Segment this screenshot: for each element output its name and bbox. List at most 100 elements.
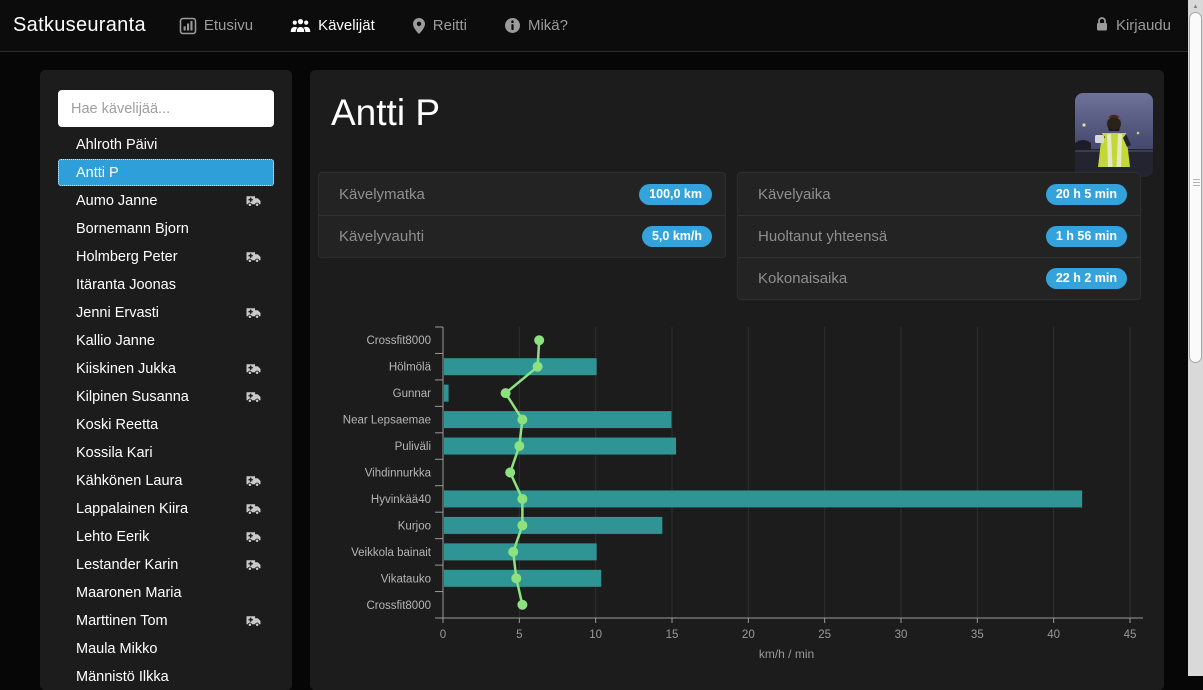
walker-sidebar: Ahlroth Päivi Antti P Aumo Janne Bornemann …: [40, 70, 292, 690]
scrollbar-grip: [1193, 177, 1200, 188]
y-category-label: Gunnar: [393, 388, 432, 400]
info-icon: [504, 17, 521, 34]
chart-bar: [444, 437, 677, 455]
x-tick-label: 10: [589, 629, 602, 641]
walker-name: Antti P: [76, 164, 119, 181]
walker-name: Itäranta Joonas: [76, 276, 176, 293]
walker-name: Lestander Karin: [76, 556, 179, 573]
walker-list-item[interactable]: Lehto Eerik: [58, 523, 274, 550]
x-tick-label: 25: [818, 629, 831, 641]
walker-list-item[interactable]: Antti P: [58, 159, 274, 186]
walker-list-item[interactable]: Jenni Ervasti: [58, 299, 274, 326]
walker-list-item[interactable]: Itäranta Joonas: [58, 271, 274, 298]
walker-list-item[interactable]: Holmberg Peter: [58, 243, 274, 270]
walker-list-item[interactable]: Lestander Karin: [58, 551, 274, 578]
nav-item-label: Etusivu: [203, 17, 254, 34]
login-button[interactable]: Kirjaudu: [1095, 16, 1171, 36]
nav-item-label: Kävelijät: [318, 17, 375, 34]
ambulance-icon: [246, 531, 261, 543]
stat-value-badge: 22 h 2 min: [1045, 268, 1127, 289]
walker-name: Kähkönen Laura: [76, 472, 183, 489]
stat-row: Kokonaisaika 22 h 2 min: [738, 257, 1140, 299]
x-tick-label: 30: [895, 629, 908, 641]
chart-line-point: [534, 335, 545, 346]
walker-list-item[interactable]: Ahlroth Päivi: [58, 131, 274, 158]
ambulance-icon: [246, 251, 261, 263]
nav-item-label: Mikä?: [527, 17, 568, 34]
y-category-label: Vihdinnurkka: [365, 468, 432, 480]
stat-value-badge: 1 h 56 min: [1045, 226, 1127, 247]
y-category-label: Vikatauko: [381, 573, 431, 585]
walker-name: Koski Reetta: [76, 416, 159, 433]
x-tick-label: 15: [666, 629, 679, 641]
x-tick-label: 5: [516, 629, 522, 641]
bar-chart-icon: [179, 17, 197, 35]
walker-name: Kilpinen Susanna: [76, 388, 189, 405]
chart-bar: [444, 569, 602, 587]
y-category-label: Puliväli: [395, 441, 431, 453]
walker-list-item[interactable]: Kiiskinen Jukka: [58, 355, 274, 382]
stat-row: Huoltanut yhteensä 1 h 56 min: [738, 215, 1140, 257]
walker-name: Aumo Janne: [76, 192, 158, 209]
walker-list-item[interactable]: Maula Mikko: [58, 635, 274, 662]
chart-line-point: [511, 573, 522, 584]
walker-name: Bornemann Bjorn: [76, 220, 189, 237]
x-tick-label: 20: [742, 629, 755, 641]
ambulance-icon: [246, 475, 261, 487]
stat-label: Kävelyaika: [758, 185, 831, 203]
walker-list-item[interactable]: Kilpinen Susanna: [58, 383, 274, 410]
chart-line-point: [517, 493, 528, 504]
nav-item-reitti[interactable]: Reitti: [412, 17, 467, 35]
ambulance-icon: [246, 391, 261, 403]
chart-line-point: [508, 546, 519, 557]
walk-chart: 0 5 10 15 20 25 30 35 40 45 Crossfit8000 Hölmölä Gun…: [326, 318, 1186, 680]
walker-list-item[interactable]: Kallio Janne: [58, 327, 274, 354]
nav-item-kavelijat[interactable]: Kävelijät: [290, 17, 375, 34]
chart-line-point: [517, 599, 528, 610]
ambulance-icon: [246, 559, 261, 571]
chart-line-point: [532, 361, 543, 372]
ambulance-icon: [246, 503, 261, 515]
walker-name: Holmberg Peter: [76, 248, 178, 265]
walker-list-item[interactable]: Marttinen Tom: [58, 607, 274, 634]
walker-list: Ahlroth Päivi Antti P Aumo Janne Bornemann …: [58, 131, 274, 690]
walker-search-input[interactable]: [58, 90, 274, 127]
chart-line-point: [500, 388, 511, 399]
y-category-label: Crossfit8000: [366, 600, 431, 612]
chart-line-point: [505, 467, 516, 478]
walker-list-item[interactable]: Männistö Ilkka: [58, 663, 274, 690]
walker-list-item[interactable]: Maaronen Maria: [58, 579, 274, 606]
app-brand[interactable]: Satkuseuranta: [13, 14, 146, 36]
nav-item-mika[interactable]: Mikä?: [504, 17, 568, 34]
chart-bar: [444, 358, 597, 376]
stat-value-badge: 5,0 km/h: [641, 226, 712, 247]
walker-name: Kiiskinen Jukka: [76, 360, 176, 377]
walker-list-item[interactable]: Aumo Janne: [58, 187, 274, 214]
walker-list-item[interactable]: Kähkönen Laura: [58, 467, 274, 494]
chart-bar: [444, 384, 449, 402]
y-category-label: Veikkola bainait: [351, 547, 432, 559]
walker-list-item[interactable]: Kossila Kari: [58, 439, 274, 466]
nav-menu: Etusivu Kävelijät Reitti Mikä?: [179, 17, 568, 35]
y-category-label: Near Lepsaemae: [343, 415, 431, 427]
top-navbar: Satkuseuranta Etusivu Kävelijät Reitti Mikä…: [0, 0, 1188, 52]
walker-name: Jenni Ervasti: [76, 304, 160, 321]
walker-name: Maaronen Maria: [76, 584, 182, 601]
walker-list-item[interactable]: Lappalainen Kiira: [58, 495, 274, 522]
stat-row: Kävelymatka 100,0 km: [319, 173, 725, 215]
x-axis-label: km/h / min: [759, 647, 814, 661]
walker-name: Kossila Kari: [76, 444, 153, 461]
y-category-label: Kurjoo: [398, 520, 431, 532]
walker-list-item[interactable]: Bornemann Bjorn: [58, 215, 274, 242]
map-pin-icon: [412, 17, 426, 35]
scrollbar-thumb[interactable]: [1189, 12, 1202, 363]
distance-stats-card: Kävelymatka 100,0 km Kävelyvauhti 5,0 km/h: [318, 172, 726, 258]
ambulance-icon: [246, 307, 261, 319]
walker-name: Marttinen Tom: [76, 612, 168, 629]
walker-list-item[interactable]: Koski Reetta: [58, 411, 274, 438]
stat-label: Huoltanut yhteensä: [758, 228, 888, 245]
scrollbar-up-arrow[interactable]: ▲: [1192, 3, 1199, 10]
stat-value-badge: 20 h 5 min: [1045, 183, 1127, 205]
nav-item-etusivu[interactable]: Etusivu: [179, 17, 253, 35]
page-scrollbar[interactable]: ▲: [1188, 0, 1203, 676]
